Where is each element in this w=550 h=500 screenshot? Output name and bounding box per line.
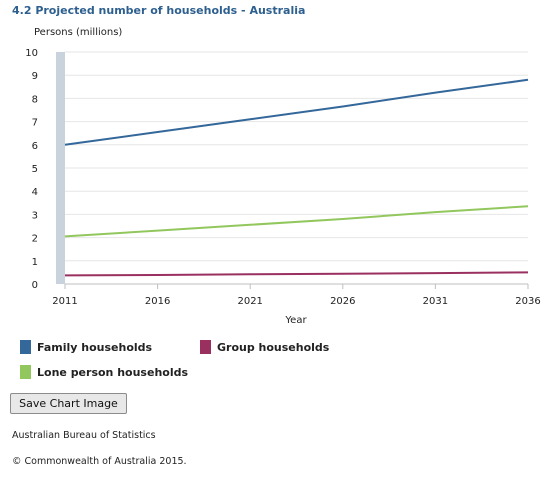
legend-swatch-group [200, 340, 211, 354]
x-tick-label: 2011 [52, 296, 77, 307]
legend-item-lone[interactable]: Lone person households [20, 365, 188, 379]
y-axis-ticks: 0 1 2 3 4 5 6 7 8 9 10 [25, 48, 38, 291]
y-tick-label: 9 [32, 71, 38, 82]
legend-item-family[interactable]: Family households [20, 340, 152, 354]
grid-lines [65, 51, 528, 285]
x-axis-ticks: 2011 2016 2021 2026 2031 2036 [52, 284, 541, 307]
x-tick-label: 2021 [237, 296, 262, 307]
y-tick-label: 2 [32, 234, 38, 245]
x-tick-label: 2026 [330, 296, 355, 307]
legend-item-group[interactable]: Group households [200, 340, 329, 354]
y-tick-label: 4 [32, 187, 38, 198]
legend-swatch-lone [20, 365, 31, 379]
legend-label-lone: Lone person households [37, 365, 189, 379]
y-tick-label: 3 [32, 210, 38, 221]
x-tick-label: 2031 [423, 296, 448, 307]
copyright-text: © Commonwealth of Australia 2015. [12, 456, 187, 467]
y-tick-label: 5 [32, 164, 38, 175]
legend-label-group: Group households [217, 340, 330, 354]
y-tick-label: 10 [25, 48, 38, 59]
series-line-group[interactable] [64, 271, 529, 277]
y-tick-label: 6 [32, 141, 38, 152]
series-line-lone[interactable] [64, 205, 529, 238]
x-axis-label: Year [284, 315, 307, 326]
y-tick-label: 1 [32, 257, 38, 268]
legend-label-family: Family households [37, 340, 153, 354]
y-tick-label: 7 [32, 118, 38, 129]
chart-title: 4.2 Projected number of households - Aus… [12, 4, 306, 17]
series-line-family[interactable] [64, 78, 529, 146]
legend-swatch-family [20, 340, 31, 354]
source-text: Australian Bureau of Statistics [12, 430, 156, 441]
y-axis-label: Persons (millions) [34, 27, 122, 38]
x-tick-label: 2016 [145, 296, 170, 307]
y-tick-label: 0 [32, 280, 38, 291]
y-tick-label: 8 [32, 94, 38, 105]
series-lines [64, 78, 529, 277]
line-chart: Persons (millions) 0 1 2 3 4 5 6 7 8 9 10 2011 2016… [25, 27, 541, 326]
x-tick-label: 2036 [515, 296, 540, 307]
save-chart-image-button[interactable]: Save Chart Image [10, 393, 127, 414]
scrollbar-track[interactable] [56, 52, 65, 284]
